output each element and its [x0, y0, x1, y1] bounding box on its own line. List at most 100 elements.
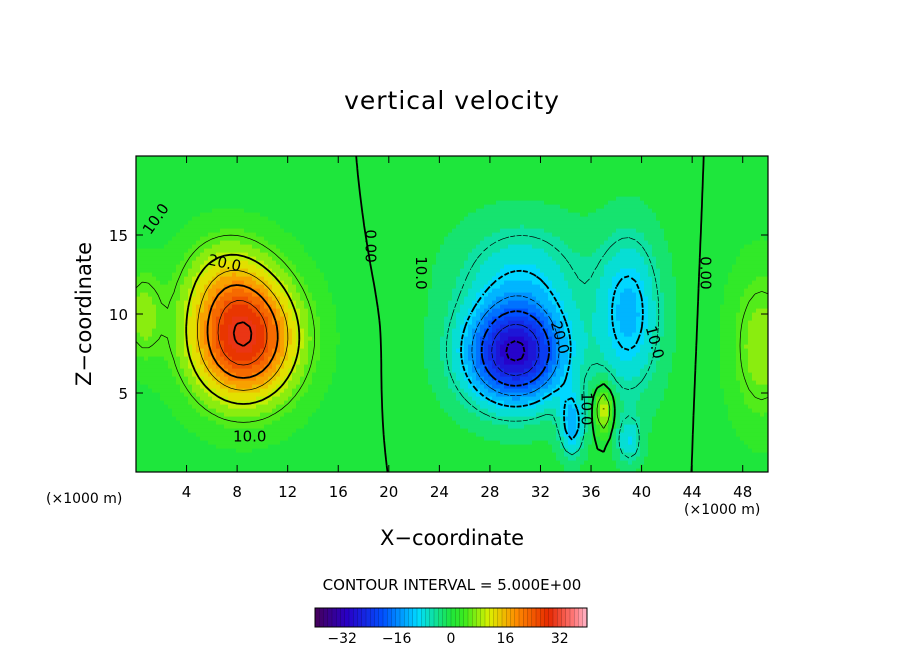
field-cell [272, 444, 277, 449]
field-cell [180, 380, 185, 385]
field-cell [176, 220, 181, 225]
field-cell [224, 448, 229, 453]
field-cell [328, 172, 333, 177]
field-cell [360, 352, 365, 357]
field-cell [352, 428, 357, 433]
field-cell [284, 316, 289, 321]
field-cell [252, 192, 257, 197]
field-cell [196, 412, 201, 417]
field-cell [180, 184, 185, 189]
field-cell [140, 332, 145, 337]
field-cell [284, 352, 289, 357]
field-cell [196, 188, 201, 193]
field-cell [192, 448, 197, 453]
field-cell [384, 336, 389, 341]
field-cell [236, 300, 241, 305]
field-cell [316, 236, 321, 241]
field-cell [352, 256, 357, 261]
field-cell [184, 380, 189, 385]
field-cell [384, 436, 389, 441]
field-cell [372, 408, 377, 413]
field-cell [160, 252, 165, 257]
field-cell [332, 448, 337, 453]
field-cell [260, 316, 265, 321]
field-cell [248, 340, 253, 345]
field-cell [360, 284, 365, 289]
field-cell [308, 216, 313, 221]
field-cell [248, 260, 253, 265]
field-cell [168, 380, 173, 385]
field-cell [196, 320, 201, 325]
field-cell [368, 164, 373, 169]
field-cell [388, 412, 393, 417]
field-cell [348, 428, 353, 433]
field-cell [180, 428, 185, 433]
field-cell [340, 240, 345, 245]
field-cell [376, 184, 381, 189]
field-cell [336, 196, 341, 201]
field-cell [344, 340, 349, 345]
field-cell [184, 280, 189, 285]
field-cell [312, 256, 317, 261]
field-cell [356, 228, 361, 233]
field-cell [276, 400, 281, 405]
field-cell [260, 348, 265, 353]
field-cell [196, 156, 201, 161]
field-cell [248, 268, 253, 273]
field-cell [292, 332, 297, 337]
field-cell [304, 288, 309, 293]
field-cell [180, 196, 185, 201]
field-cell [328, 256, 333, 261]
field-cell [268, 196, 273, 201]
field-cell [328, 220, 333, 225]
field-cell [364, 444, 369, 449]
field-cell [152, 212, 157, 217]
field-cell [340, 208, 345, 213]
field-cell [172, 468, 177, 472]
field-cell [348, 160, 353, 165]
field-cell [308, 440, 313, 445]
field-cell [380, 168, 385, 173]
field-cell [300, 300, 305, 305]
field-cell [272, 348, 277, 353]
field-cell [328, 280, 333, 285]
field-cell [372, 300, 377, 305]
field-cell [144, 212, 149, 217]
field-cell [240, 308, 245, 313]
field-cell [208, 372, 213, 377]
field-cell [172, 420, 177, 425]
field-cell [256, 232, 261, 237]
field-cell [180, 260, 185, 265]
field-cell [248, 368, 253, 373]
field-cell [380, 232, 385, 237]
field-cell [336, 284, 341, 289]
field-cell [244, 184, 249, 189]
field-cell [332, 332, 337, 337]
field-cell [364, 408, 369, 413]
field-cell [320, 332, 325, 337]
field-cell [168, 300, 173, 305]
field-cell [340, 236, 345, 241]
field-cell [328, 236, 333, 241]
field-cell [292, 264, 297, 269]
field-cell [364, 288, 369, 293]
field-cell [196, 308, 201, 313]
field-cell [384, 376, 389, 381]
field-cell [152, 364, 157, 369]
field-cell [324, 404, 329, 409]
field-cell [200, 168, 205, 173]
field-cell [296, 232, 301, 237]
field-cell [320, 372, 325, 377]
field-cell [224, 196, 229, 201]
field-cell [220, 248, 225, 253]
field-cell [276, 184, 281, 189]
field-cell [292, 240, 297, 245]
field-cell [312, 308, 317, 313]
field-cell [184, 276, 189, 281]
field-cell [340, 364, 345, 369]
field-cell [248, 184, 253, 189]
field-cell [384, 260, 389, 265]
field-cell [328, 216, 333, 221]
field-cell [240, 408, 245, 413]
field-cell [224, 268, 229, 273]
